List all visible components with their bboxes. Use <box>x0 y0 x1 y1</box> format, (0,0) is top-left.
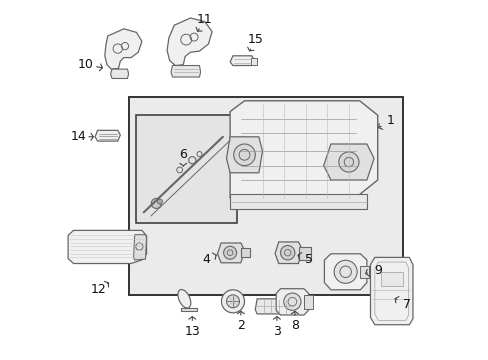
Polygon shape <box>171 66 200 77</box>
Text: 8: 8 <box>290 319 298 332</box>
Text: 6: 6 <box>179 148 187 161</box>
Text: 11: 11 <box>197 13 212 26</box>
Text: 12: 12 <box>91 283 106 296</box>
Circle shape <box>283 293 301 310</box>
Polygon shape <box>104 29 142 69</box>
Text: 15: 15 <box>247 33 263 46</box>
Text: 5: 5 <box>305 253 313 266</box>
Polygon shape <box>303 295 312 309</box>
Bar <box>129 97 402 295</box>
Polygon shape <box>110 69 128 78</box>
Text: 9: 9 <box>373 264 381 276</box>
Text: 14: 14 <box>70 130 86 143</box>
Circle shape <box>226 295 239 308</box>
Text: 4: 4 <box>203 253 210 266</box>
Polygon shape <box>230 101 377 209</box>
Circle shape <box>280 246 294 260</box>
Bar <box>230 194 366 209</box>
Polygon shape <box>298 247 310 260</box>
Polygon shape <box>241 248 249 257</box>
Polygon shape <box>359 266 368 278</box>
Polygon shape <box>133 235 146 260</box>
Polygon shape <box>68 230 146 264</box>
Polygon shape <box>275 242 302 264</box>
Bar <box>136 115 237 223</box>
Circle shape <box>333 260 356 283</box>
Polygon shape <box>276 289 308 315</box>
Circle shape <box>151 198 161 208</box>
Polygon shape <box>181 308 197 311</box>
Polygon shape <box>217 243 244 263</box>
Ellipse shape <box>178 289 190 308</box>
Text: 1: 1 <box>386 114 393 127</box>
Circle shape <box>338 152 358 172</box>
Circle shape <box>233 144 255 166</box>
Polygon shape <box>255 299 294 314</box>
Polygon shape <box>95 130 120 141</box>
Circle shape <box>157 199 162 204</box>
Text: 10: 10 <box>78 58 94 71</box>
Polygon shape <box>380 272 402 286</box>
Text: 13: 13 <box>184 325 200 338</box>
Circle shape <box>223 246 236 259</box>
Text: 7: 7 <box>402 298 409 311</box>
Polygon shape <box>226 137 262 173</box>
Polygon shape <box>167 18 212 66</box>
Polygon shape <box>370 257 412 325</box>
Text: 3: 3 <box>272 325 280 338</box>
Polygon shape <box>323 144 373 180</box>
Polygon shape <box>250 58 257 65</box>
Polygon shape <box>324 254 366 290</box>
Text: 2: 2 <box>237 319 244 332</box>
Circle shape <box>221 290 244 313</box>
Polygon shape <box>230 56 254 66</box>
